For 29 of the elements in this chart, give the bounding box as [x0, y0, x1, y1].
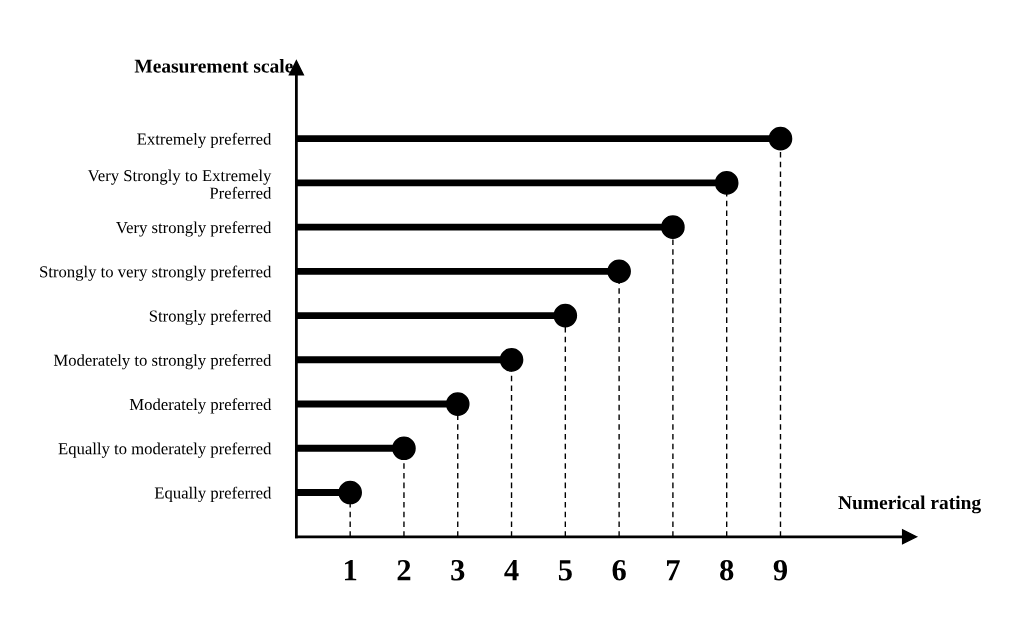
y-tick-label: Strongly to very strongly preferred [40, 265, 272, 281]
point [768, 126, 793, 151]
point [607, 259, 631, 284]
y-axis-title: Measurement scale [134, 59, 293, 73]
x-tick-label: 3 [451, 559, 465, 581]
y-tick-label: Very Strongly to Extremely Preferred [87, 169, 272, 199]
y-tick-label: Equally to moderately preferred [58, 442, 272, 458]
y-tick-label: Very strongly preferred [116, 221, 272, 237]
x-tick-label: 7 [667, 560, 680, 581]
point [499, 348, 524, 372]
x-tick-label: 9 [773, 559, 788, 581]
point [714, 171, 739, 195]
point [392, 436, 416, 461]
y-tick-label: Moderately preferred [129, 398, 272, 414]
y-tick-label: Moderately to strongly preferred [53, 353, 272, 370]
point [661, 215, 685, 239]
point [338, 480, 362, 505]
x-tick-label: 8 [720, 559, 734, 581]
y-tick-label: Strongly preferred [149, 309, 272, 326]
x-tick-label: 2 [397, 559, 411, 581]
x-axis-title: Numerical rating [838, 495, 981, 514]
x-tick-label: 5 [558, 560, 572, 581]
point [553, 303, 578, 328]
y-tick-label: Equally preferred [154, 486, 272, 503]
x-tick-label: 6 [612, 559, 626, 581]
x-tick-label: 1 [344, 560, 357, 581]
y-tick-label: Extremely preferred [137, 132, 272, 149]
point [445, 392, 470, 416]
x-tick-label: 4 [504, 560, 519, 581]
